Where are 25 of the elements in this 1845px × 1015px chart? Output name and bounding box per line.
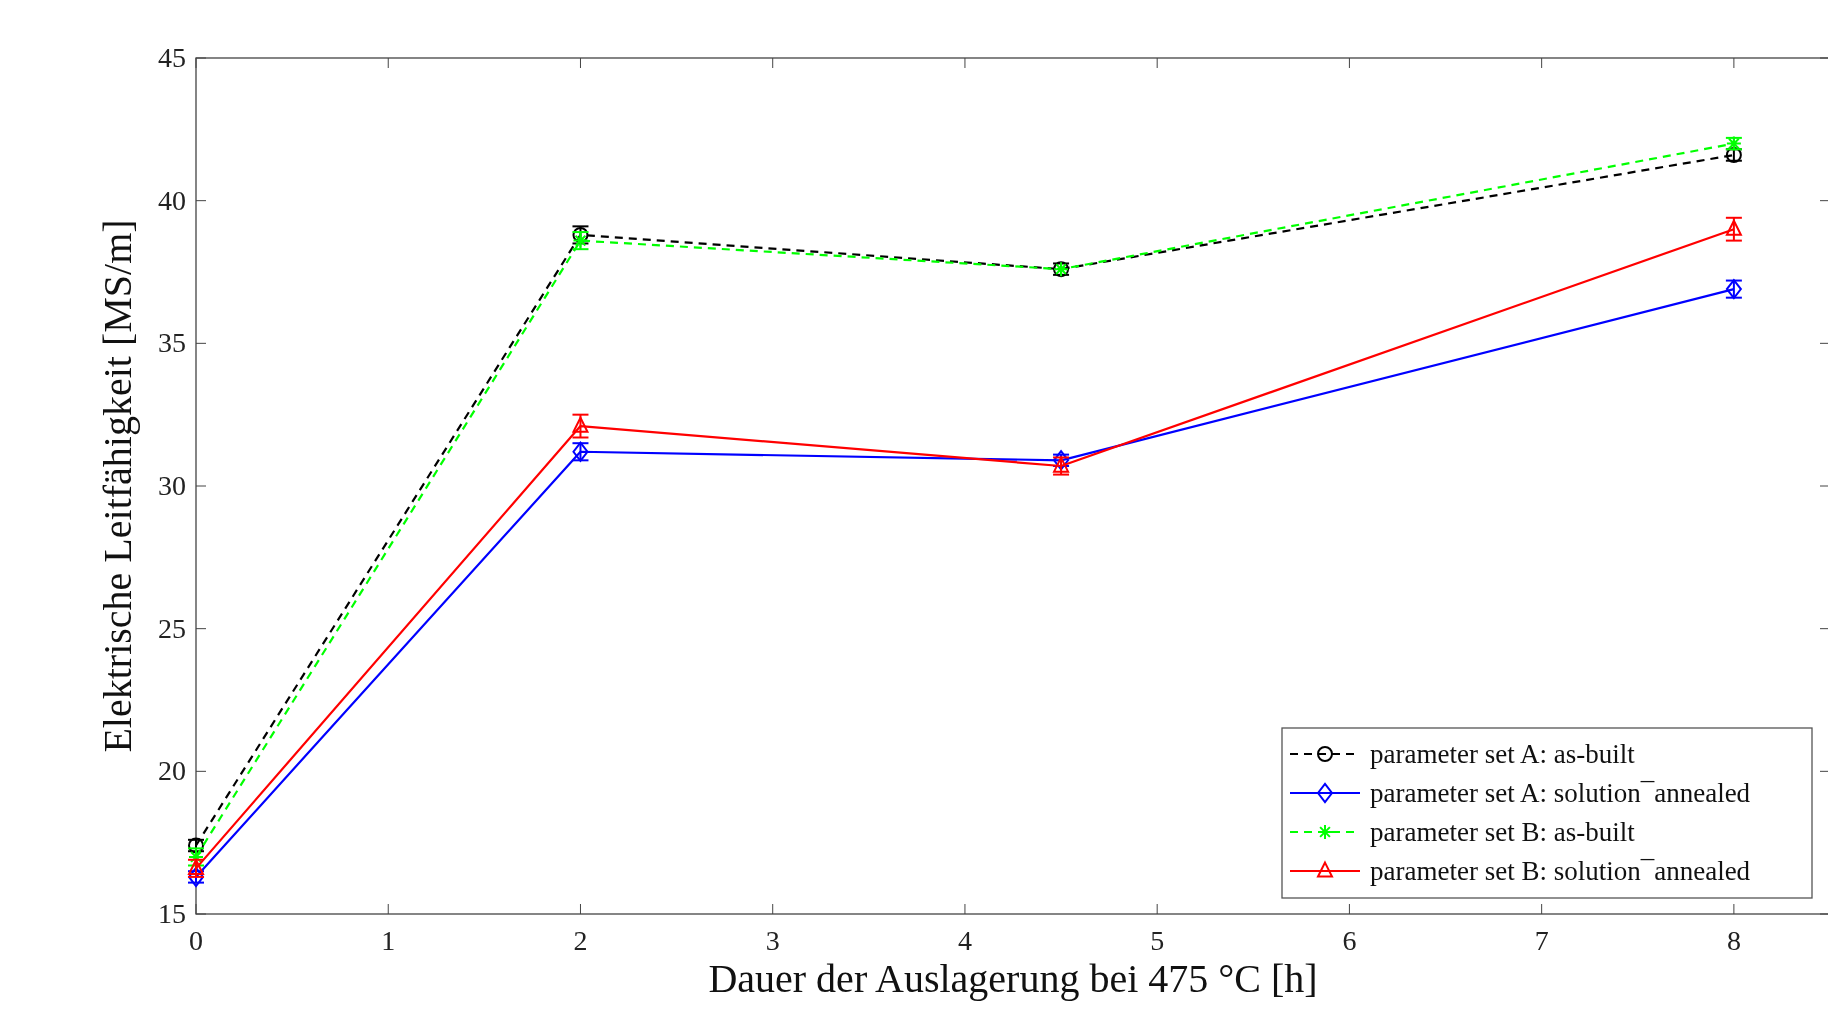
y-tick-label: 15: [158, 898, 186, 929]
x-axis-title: Dauer der Auslagerung bei 475 °C [h]: [708, 956, 1318, 1001]
y-tick-label: 20: [158, 755, 186, 787]
y-tick-label: 40: [158, 184, 186, 216]
legend-label: parameter set A: solution¯annealed: [1370, 778, 1751, 808]
x-tick-label: 0: [189, 925, 203, 956]
x-tick-label: 2: [573, 925, 588, 956]
y-tick-label: 30: [158, 470, 186, 501]
x-tick-label: 4: [957, 925, 972, 956]
legend-label: parameter set A: as-built: [1370, 739, 1636, 769]
x-tick-label: 5: [1150, 925, 1165, 956]
point: [188, 866, 204, 888]
x-tick-label: 8: [1726, 925, 1741, 956]
x-tick-label: 1: [381, 925, 396, 956]
legend-label: parameter set B: solution¯annealed: [1370, 856, 1751, 886]
y-tick-label: 35: [158, 327, 186, 359]
y-axis-title: Elektrische Leitfähigkeit [MS/m]: [95, 219, 140, 753]
y-tick-label: 45: [158, 42, 186, 73]
x-tick-label: 3: [765, 925, 780, 956]
point: [1725, 219, 1742, 236]
x-tick-label: 6: [1342, 925, 1357, 956]
legend-label: parameter set B: as-built: [1370, 817, 1636, 847]
point: [572, 416, 589, 433]
x-tick-label: 7: [1534, 925, 1549, 956]
y-tick-label: 25: [158, 612, 186, 644]
